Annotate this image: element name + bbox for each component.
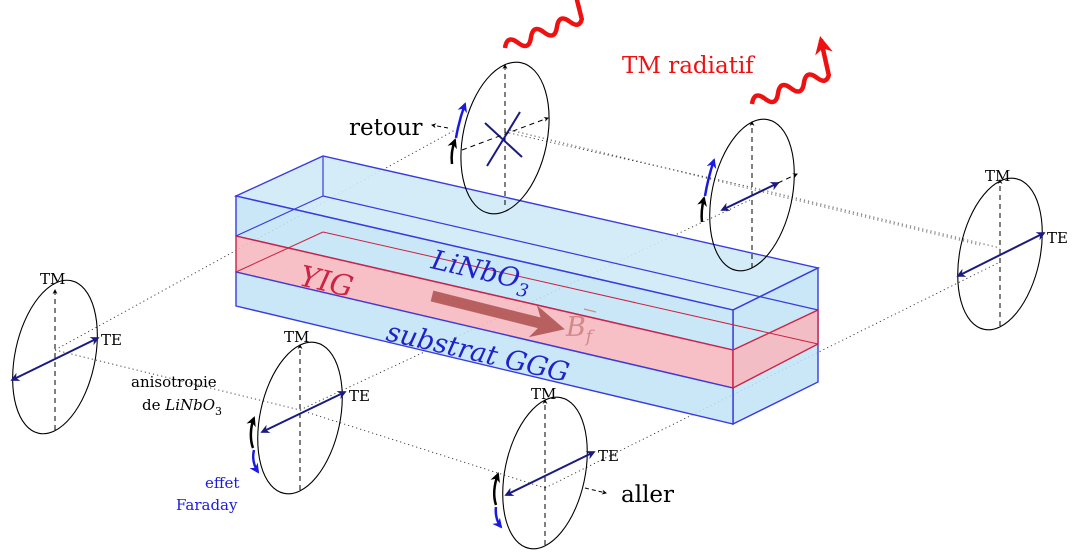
svg-text:TE: TE (598, 447, 619, 465)
effet-label: effet (205, 474, 239, 492)
polarization-ellipse-2: TM TE (246, 328, 370, 495)
svg-text:TM: TM (284, 328, 309, 346)
bf-arrow (430, 290, 565, 338)
polarization-ellipse-input: TM TE (10, 270, 122, 435)
anisotropie-label: anisotropie (131, 373, 217, 391)
anisotropie-label-2: de LiNbO3 (142, 396, 222, 418)
svg-text:TE: TE (101, 331, 122, 349)
radiative-wave-1 (502, 0, 586, 49)
svg-text:TM: TM (40, 270, 65, 288)
svg-text:TM: TM (985, 167, 1010, 185)
svg-text:TE: TE (349, 387, 370, 405)
polarization-ellipse-5 (697, 118, 798, 272)
bf-label: Bf (565, 312, 595, 347)
bf-vector-bar (583, 308, 597, 313)
tm-radiatif-label: TM radiatif (622, 53, 755, 79)
polarization-ellipse-aller: TM TE (490, 385, 619, 550)
radiative-wave-2 (749, 35, 833, 105)
ggg-substrate-layer (235, 271, 734, 425)
waveguide-block (233, 155, 821, 426)
svg-text:TE: TE (1047, 229, 1068, 247)
retour-label: retour (349, 115, 423, 141)
svg-text:TM: TM (531, 385, 556, 403)
polarization-ellipse-right: TM TE (956, 167, 1068, 331)
polarization-ellipse-retour (447, 61, 550, 215)
aller-label: aller (621, 482, 674, 508)
faraday-label: Faraday (176, 496, 238, 514)
